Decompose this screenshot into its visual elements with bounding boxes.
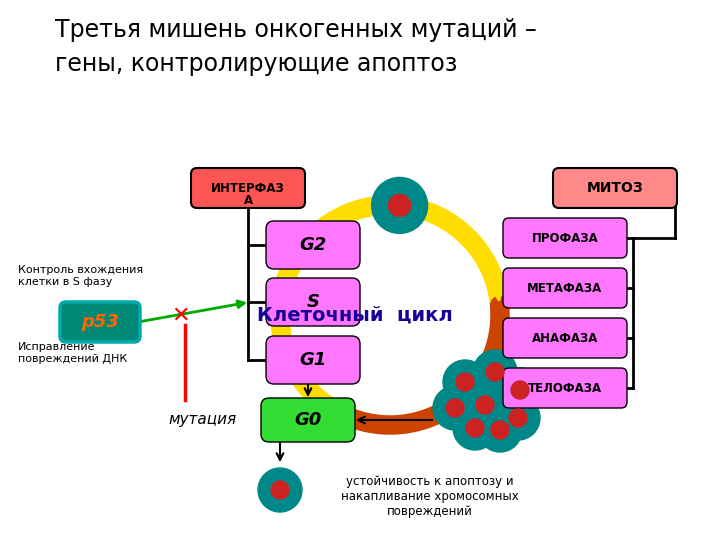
FancyBboxPatch shape xyxy=(60,302,140,342)
Text: ✕: ✕ xyxy=(171,306,189,326)
Circle shape xyxy=(446,399,464,417)
Text: Контроль вхождения
клетки в S фазу: Контроль вхождения клетки в S фазу xyxy=(18,265,143,287)
Circle shape xyxy=(486,363,504,381)
FancyBboxPatch shape xyxy=(266,278,360,326)
Circle shape xyxy=(473,350,517,394)
Circle shape xyxy=(453,406,497,450)
Text: МИТОЗ: МИТОЗ xyxy=(587,181,644,195)
Circle shape xyxy=(433,386,477,430)
Text: Третья мишень онкогенных мутаций –: Третья мишень онкогенных мутаций – xyxy=(55,18,536,42)
Circle shape xyxy=(478,408,522,452)
Text: p53: p53 xyxy=(81,313,119,331)
Text: ПРОФАЗА: ПРОФАЗА xyxy=(531,232,598,245)
Circle shape xyxy=(509,409,527,427)
Circle shape xyxy=(271,481,289,499)
Circle shape xyxy=(491,421,509,439)
FancyBboxPatch shape xyxy=(503,368,627,408)
Text: Исправление
повреждений ДНК: Исправление повреждений ДНК xyxy=(18,342,127,363)
Circle shape xyxy=(511,381,529,399)
Text: S: S xyxy=(307,293,320,311)
Text: G2: G2 xyxy=(300,236,327,254)
Text: G0: G0 xyxy=(294,411,322,429)
Circle shape xyxy=(372,178,428,233)
Circle shape xyxy=(466,419,484,437)
FancyBboxPatch shape xyxy=(553,168,677,208)
FancyBboxPatch shape xyxy=(503,218,627,258)
FancyBboxPatch shape xyxy=(261,398,355,442)
Text: гены, контролирующие апоптоз: гены, контролирующие апоптоз xyxy=(55,52,457,76)
FancyBboxPatch shape xyxy=(191,168,305,208)
Text: АНАФАЗА: АНАФАЗА xyxy=(532,332,598,345)
Text: ИНТЕРФАЗ: ИНТЕРФАЗ xyxy=(211,181,285,194)
Text: G1: G1 xyxy=(300,351,327,369)
FancyBboxPatch shape xyxy=(503,318,627,358)
Circle shape xyxy=(258,468,302,512)
Circle shape xyxy=(443,360,487,404)
Text: ТЕЛОФАЗА: ТЕЛОФАЗА xyxy=(528,381,602,395)
FancyBboxPatch shape xyxy=(266,221,360,269)
Text: Клеточный  цикл: Клеточный цикл xyxy=(257,306,453,325)
Circle shape xyxy=(498,368,542,412)
Circle shape xyxy=(456,373,474,391)
Circle shape xyxy=(496,396,540,440)
Circle shape xyxy=(389,194,410,217)
Text: мутация: мутация xyxy=(168,412,236,427)
Text: МЕТАФАЗА: МЕТАФАЗА xyxy=(527,281,603,294)
Text: устойчивость к апоптозу и
накапливание хромосомных
повреждений: устойчивость к апоптозу и накапливание х… xyxy=(341,475,519,518)
FancyBboxPatch shape xyxy=(503,268,627,308)
Circle shape xyxy=(463,383,507,427)
Circle shape xyxy=(476,396,494,414)
Text: А: А xyxy=(243,193,253,206)
FancyBboxPatch shape xyxy=(266,336,360,384)
